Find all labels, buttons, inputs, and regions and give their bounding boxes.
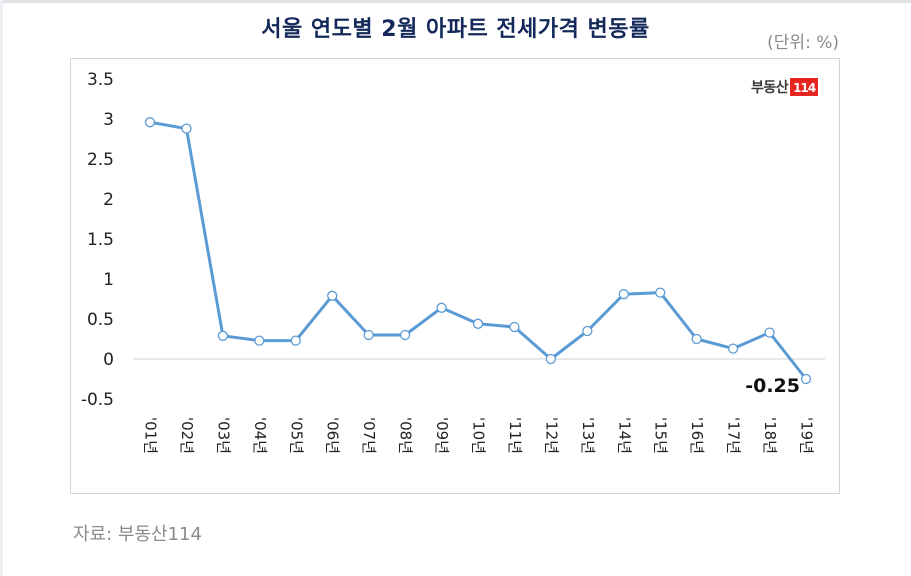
data-point-marker bbox=[545, 353, 557, 365]
x-tick-label: '16년 bbox=[688, 417, 706, 454]
data-point-marker bbox=[727, 343, 739, 354]
data-point-marker bbox=[254, 335, 265, 346]
data-point-marker bbox=[800, 373, 812, 385]
data-point-marker bbox=[327, 290, 338, 301]
data-point-marker bbox=[436, 302, 447, 313]
y-tick-label: 2.5 bbox=[87, 150, 114, 170]
data-point-marker bbox=[181, 123, 192, 134]
data-point-marker bbox=[691, 333, 702, 345]
chart-frame bbox=[70, 58, 840, 494]
data-point-marker bbox=[582, 325, 593, 337]
x-tick-label: '04년 bbox=[251, 417, 269, 454]
data-point-marker bbox=[472, 318, 484, 329]
y-tick-label: 0 bbox=[103, 350, 114, 370]
x-tick-label: '09년 bbox=[433, 417, 451, 454]
y-tick-label: 1.5 bbox=[87, 230, 114, 250]
data-point-marker bbox=[217, 330, 229, 341]
x-tick-label: '06년 bbox=[324, 417, 342, 454]
x-tick-label: '14년 bbox=[615, 417, 633, 454]
x-tick-label: '15년 bbox=[652, 417, 670, 454]
x-tick-label: '19년 bbox=[798, 417, 816, 454]
x-tick-label: '10년 bbox=[470, 417, 488, 454]
x-tick-label: '03년 bbox=[214, 417, 232, 454]
y-tick-label: 2 bbox=[103, 190, 114, 210]
data-point-marker bbox=[509, 321, 520, 333]
y-tick-label: 3.5 bbox=[87, 70, 114, 90]
data-point-marker bbox=[363, 329, 374, 341]
unit-label: (단위: %) bbox=[767, 33, 839, 53]
source-note: 자료: 부동산114 bbox=[73, 524, 202, 545]
x-tick-label: '01년 bbox=[142, 417, 160, 454]
x-tick-label: '08년 bbox=[397, 417, 415, 454]
data-point-marker bbox=[399, 329, 411, 341]
x-tick-label: '12년 bbox=[542, 417, 560, 454]
y-tick-label: -0.5 bbox=[81, 390, 114, 410]
logo-text: 부동산 bbox=[751, 80, 789, 96]
x-tick-label: '07년 bbox=[360, 417, 378, 454]
y-tick-label: 3 bbox=[103, 110, 114, 130]
brand-logo: 부동산 114 bbox=[751, 77, 819, 97]
data-point-marker bbox=[655, 287, 666, 298]
x-tick-label: '13년 bbox=[579, 417, 597, 454]
y-tick-label: 0.5 bbox=[87, 310, 114, 330]
data-point-marker bbox=[764, 327, 775, 338]
x-tick-label: '02년 bbox=[178, 417, 196, 454]
logo-badge: 114 bbox=[790, 78, 819, 96]
x-tick-label: '18년 bbox=[761, 417, 779, 454]
series-line bbox=[149, 120, 808, 380]
data-point-marker bbox=[290, 335, 301, 346]
x-tick-label: '05년 bbox=[287, 417, 305, 454]
x-tick-label: '17년 bbox=[725, 417, 743, 454]
page-left-border bbox=[0, 0, 3, 576]
data-point-marker bbox=[618, 289, 629, 300]
data-point-marker bbox=[144, 117, 156, 128]
x-tick-label: '11년 bbox=[506, 417, 524, 454]
y-tick-label: 1 bbox=[103, 270, 114, 290]
page-top-border bbox=[0, 0, 911, 3]
chart-title: 서울 연도별 2월 아파트 전세가격 변동률 bbox=[261, 17, 650, 42]
data-label-annotation: -0.25 bbox=[745, 375, 800, 397]
